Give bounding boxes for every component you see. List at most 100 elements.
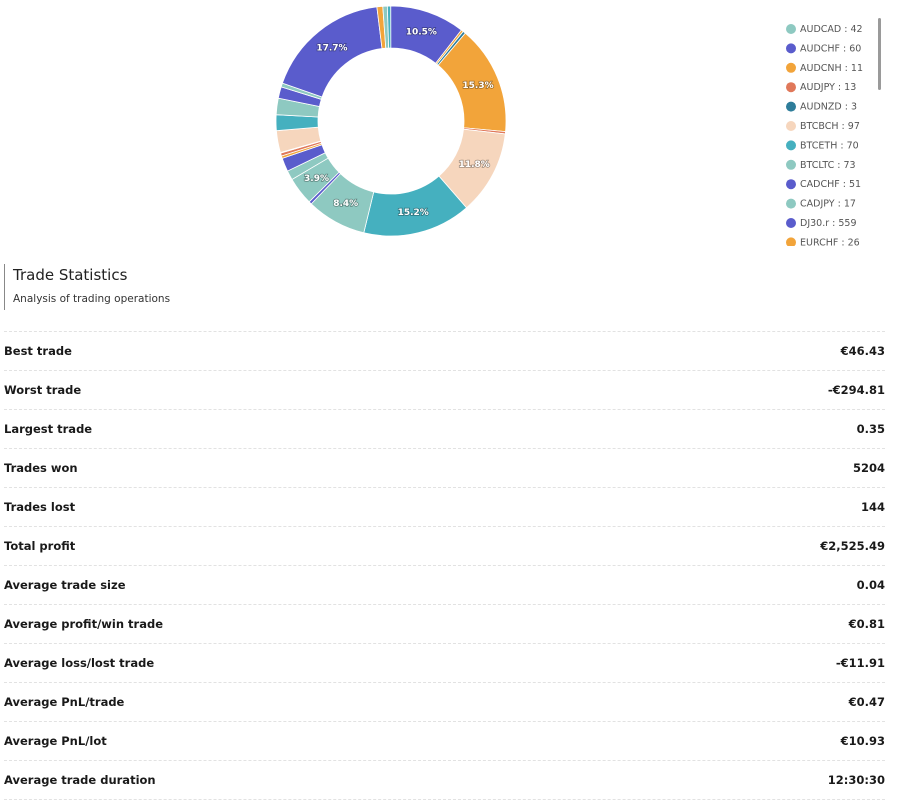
legend-entry[interactable]: BTCLTC : 73 [800, 159, 856, 170]
statistics-table: Best trade €46.43 Worst trade -€294.81 Large… [4, 331, 885, 800]
legend-entry[interactable]: CADCHF : 51 [800, 179, 861, 190]
stat-label: Average trade duration [4, 773, 156, 787]
legend-separator: : [835, 198, 844, 209]
legend-scrollbar[interactable] [878, 18, 881, 90]
legend-value: 97 [848, 121, 860, 132]
legend-name: AUDJPY [800, 82, 835, 93]
donut-slice [291, 157, 340, 203]
stat-label: Total profit [4, 539, 76, 553]
stat-row: Average trade size 0.04 [4, 566, 885, 605]
legend-name: AUDCAD [800, 24, 841, 35]
legend-separator: : [829, 218, 838, 229]
stat-value: €0.81 [848, 617, 885, 631]
legend-separator: : [834, 159, 843, 170]
stat-label: Average profit/win trade [4, 617, 163, 631]
legend-value: 3 [851, 101, 857, 112]
legend-value: 17 [844, 198, 856, 209]
legend-entry[interactable]: BTCETH : 70 [800, 140, 859, 151]
stat-value: €2,525.49 [820, 539, 885, 553]
stat-label: Average trade size [4, 578, 126, 592]
legend-name: CADJPY [800, 198, 835, 209]
stat-label: Average loss/lost trade [4, 656, 155, 670]
legend-swatch [786, 218, 796, 228]
legend-swatch [786, 237, 796, 246]
legend-entry[interactable]: BTCBCH : 97 [800, 121, 860, 132]
legend-value: 11 [851, 62, 863, 73]
legend-entry[interactable]: CADJPY : 17 [800, 198, 856, 209]
legend-name: EURCHF [800, 237, 838, 248]
donut-chart: 17.7% 10.5% 15.3% 11.8% 15.2% 8.4% 3.9% AUDCAD… [275, 5, 881, 248]
stat-value: 12:30:30 [827, 773, 885, 787]
legend-name: AUDNZD [800, 101, 842, 112]
legend-swatch [786, 62, 796, 73]
stat-value: 0.35 [856, 422, 885, 436]
legend-name: DJ30.r [800, 218, 829, 229]
legend-entry[interactable]: AUDCNH : 11 [800, 62, 863, 73]
stat-row: Total profit €2,525.49 [4, 527, 885, 566]
stat-label: Worst trade [4, 383, 82, 397]
legend-value: 559 [838, 218, 856, 229]
legend-entry[interactable]: DJ30.r : 559 [800, 218, 857, 229]
slice-label: 17.7% [316, 43, 347, 53]
legend-value: 73 [844, 159, 856, 170]
stat-value: 144 [860, 500, 885, 514]
stat-row: Worst trade -€294.81 [4, 371, 885, 410]
slice-label: 8.4% [333, 199, 358, 209]
legend-swatch [786, 82, 796, 93]
stat-row: Best trade €46.43 [4, 332, 885, 371]
slice-label: 10.5% [406, 28, 437, 38]
legend-swatch [786, 101, 796, 112]
stat-label: Best trade [4, 344, 72, 358]
legend-swatch [786, 198, 796, 209]
stat-label: Largest trade [4, 422, 93, 436]
legend-swatch [786, 24, 796, 34]
stat-value: -€294.81 [827, 383, 885, 397]
legend-value: 51 [849, 179, 861, 190]
legend-separator: : [837, 140, 846, 151]
stat-row: Average PnL/trade €0.47 [4, 683, 885, 722]
legend-separator: : [842, 101, 851, 112]
legend-name: CADCHF [800, 179, 840, 190]
legend-entry[interactable]: AUDNZD : 3 [800, 101, 857, 112]
legend-entry[interactable]: AUDCAD : 42 [800, 24, 863, 35]
stat-row: Trades won 5204 [4, 449, 885, 488]
legend-swatch [786, 159, 796, 170]
stat-row: Average trade duration 12:30:30 [4, 761, 885, 800]
stat-row: Average PnL/lot €10.93 [4, 722, 885, 761]
stat-value: €0.47 [848, 695, 885, 709]
stat-row: Trades lost 144 [4, 488, 885, 527]
legend-value: 70 [847, 140, 859, 151]
legend-value: 26 [848, 237, 860, 248]
legend-separator: : [840, 179, 849, 190]
stat-row: Average loss/lost trade -€11.91 [4, 644, 885, 683]
stat-value: 5204 [852, 461, 885, 475]
stat-value: -€11.91 [835, 656, 885, 670]
legend-name: BTCETH [800, 140, 837, 151]
legend-entry[interactable]: AUDJPY : 13 [800, 82, 856, 93]
slice-label: 15.2% [398, 208, 429, 218]
legend-value: 60 [849, 43, 861, 54]
stat-label: Average PnL/lot [4, 734, 107, 748]
legend-name: BTCLTC [800, 159, 835, 170]
section-subtitle: Analysis of trading operations [13, 293, 171, 305]
slice-label: 11.8% [459, 160, 490, 170]
legend-separator: : [838, 237, 847, 248]
stat-label: Average PnL/trade [4, 695, 125, 709]
slice-label: 15.3% [462, 81, 493, 91]
legend-swatch [786, 140, 796, 151]
stat-value: €46.43 [840, 344, 885, 358]
stat-label: Trades won [4, 461, 78, 475]
legend-separator: : [839, 121, 848, 132]
legend-entry[interactable]: EURCHF : 26 [800, 237, 860, 248]
stat-value: 0.04 [856, 578, 885, 592]
legend-separator: : [835, 82, 844, 93]
legend-entry[interactable]: AUDCHF : 60 [800, 43, 861, 54]
legend-swatch [786, 43, 796, 54]
legend-separator: : [842, 62, 851, 73]
stat-value: €10.93 [840, 734, 885, 748]
legend-swatch [786, 179, 796, 190]
legend-value: 42 [850, 24, 862, 35]
stat-label: Trades lost [4, 500, 76, 514]
stat-row: Average profit/win trade €0.81 [4, 605, 885, 644]
